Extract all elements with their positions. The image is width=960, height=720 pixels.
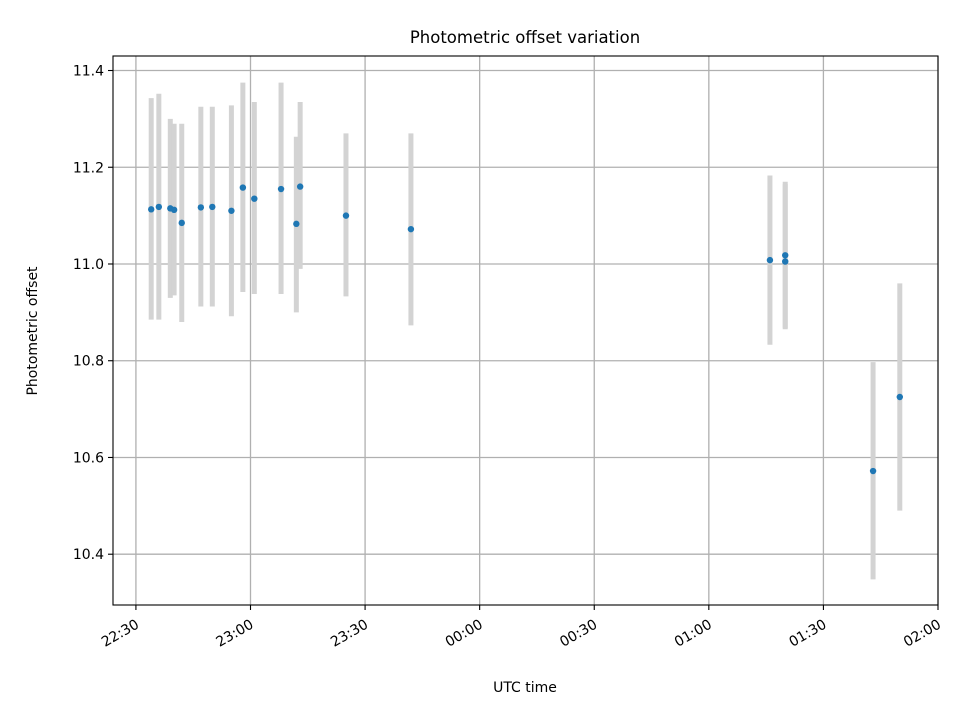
x-tick-label: 23:00 — [214, 617, 257, 651]
data-point — [170, 206, 178, 214]
data-point — [782, 258, 789, 265]
data-point — [766, 256, 774, 264]
data-point — [293, 220, 300, 228]
x-tick-label: 22:30 — [99, 617, 142, 651]
x-tick-label: 02:00 — [901, 617, 944, 651]
data-point — [277, 185, 285, 193]
data-points — [147, 183, 904, 475]
x-axis-label: UTC time — [493, 680, 557, 696]
y-tick-label: 10.6 — [73, 450, 104, 466]
data-point — [407, 225, 415, 233]
data-point — [869, 467, 877, 475]
data-point — [782, 252, 789, 259]
x-tick-label: 00:00 — [443, 617, 486, 651]
data-point — [239, 184, 247, 191]
y-axis-label: Photometric offset — [25, 266, 41, 396]
y-tick-label: 11.0 — [73, 257, 104, 273]
data-point — [178, 219, 185, 227]
data-point — [296, 183, 304, 190]
grid — [113, 56, 939, 605]
x-tick-label: 00:30 — [557, 617, 600, 651]
chart-title: Photometric offset variation — [410, 28, 640, 47]
error-bars — [148, 82, 903, 580]
y-axis-ticks: 10.4 10.6 10.8 11.0 11.2 11.4 — [73, 64, 113, 563]
data-point — [342, 212, 350, 219]
y-tick-label: 11.4 — [73, 64, 104, 80]
x-tick-label: 23:30 — [328, 617, 371, 651]
data-point — [147, 206, 155, 213]
y-tick-label: 10.8 — [73, 354, 104, 370]
y-tick-label: 11.2 — [73, 160, 104, 176]
data-point — [251, 195, 258, 202]
x-axis-ticks: 22:30 23:00 23:30 00:00 00:30 01:00 01:30 02:00 — [99, 605, 944, 651]
data-point — [197, 204, 205, 211]
plot-frame — [112, 55, 939, 606]
data-point — [228, 207, 235, 214]
data-point — [155, 203, 163, 211]
x-tick-label: 01:30 — [786, 617, 829, 651]
y-tick-label: 10.4 — [73, 547, 104, 563]
data-point — [896, 393, 904, 401]
data-point — [209, 203, 216, 211]
x-tick-label: 01:00 — [672, 617, 715, 651]
